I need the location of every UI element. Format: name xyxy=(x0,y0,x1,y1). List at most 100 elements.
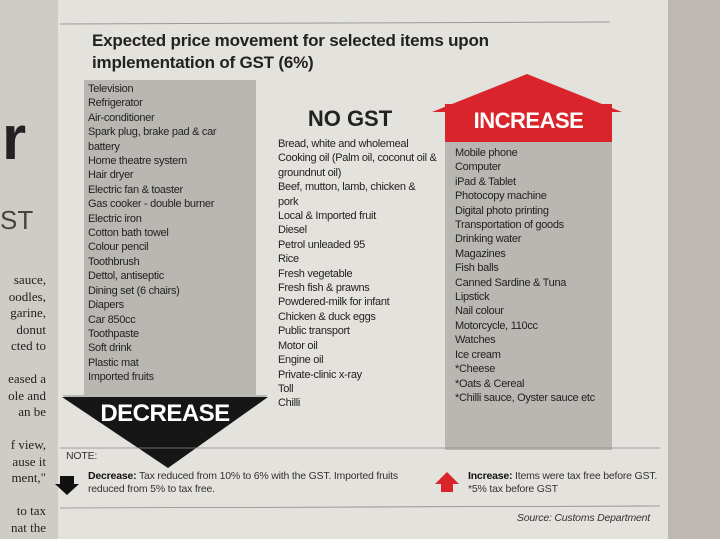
decrease-item: Air-conditioner xyxy=(88,111,155,124)
decrease-item: Colour pencil xyxy=(88,241,149,254)
increase-item: Mobile phone xyxy=(455,147,518,159)
decrease-item: Cotton bath towel xyxy=(88,227,169,240)
no-gst-item: Fresh fish & prawns xyxy=(278,282,370,295)
decrease-item: Hair dryer xyxy=(88,169,134,182)
decrease-column xyxy=(62,80,268,468)
article-line: oodles, xyxy=(8,288,46,304)
no-gst-item: Cooking oil (Palm oil, coconut oil & gro… xyxy=(278,152,437,179)
no-gst-item: Fresh vegetable xyxy=(278,267,353,280)
decrease-item: Dettol, antiseptic xyxy=(88,270,164,283)
article-line: to tax xyxy=(16,503,46,518)
decrease-item: Electric iron xyxy=(88,212,142,225)
adjacent-headline: r xyxy=(2,104,27,173)
decrease-item: Plastic mat xyxy=(88,356,139,369)
increase-icon xyxy=(435,472,459,492)
decrease-item: Imported fruits xyxy=(88,371,154,384)
increase-item: *Chilli sauce, Oyster sauce etc xyxy=(455,391,595,404)
no-gst-item: Motor oil xyxy=(278,339,318,352)
no-gst-item: Private-clinic x-ray xyxy=(278,368,362,381)
decrease-item: Dining set (6 chairs) xyxy=(88,284,180,297)
increase-item: *Oats & Cereal xyxy=(455,377,525,390)
increase-header xyxy=(445,104,612,142)
decrease-item: Spark plug, brake pad & car battery xyxy=(88,126,217,153)
article-line: ment," xyxy=(11,470,46,485)
article-line: ause it xyxy=(12,453,46,469)
no-gst-item: Bread, white and wholemeal xyxy=(278,138,409,150)
increase-item: Watches xyxy=(455,334,496,347)
increase-note-text: Items were tax free before GST. *5% tax … xyxy=(468,470,658,495)
bottom-rule xyxy=(59,505,661,509)
no-gst-item: Beef, mutton, lamb, chicken & pork xyxy=(278,181,416,208)
increase-label: INCREASE xyxy=(473,108,584,133)
decrease-arrow xyxy=(62,397,268,468)
decrease-note-title: Decrease: xyxy=(88,470,137,482)
increase-column xyxy=(445,142,612,450)
increase-item: Lipstick xyxy=(455,291,490,304)
decrease-list: Television Refrigerator Air-conditioner Spa… xyxy=(88,82,248,385)
decrease-label: DECREASE xyxy=(100,400,230,427)
increase-item: Drinking water xyxy=(455,233,522,246)
no-gst-item: Engine oil xyxy=(278,354,324,367)
decrease-item: Car 850cc xyxy=(88,313,136,326)
no-gst-item: Public transport xyxy=(278,325,350,338)
decrease-item: Home theatre system xyxy=(88,155,187,168)
increase-item: Nail colour xyxy=(455,305,504,318)
increase-item: Magazines xyxy=(455,247,506,260)
increase-item: *Cheese xyxy=(455,363,496,376)
no-gst-item: Chilli xyxy=(278,397,301,410)
decrease-item: Diapers xyxy=(88,299,124,312)
article-line: garine, xyxy=(10,305,46,320)
article-line xyxy=(2,355,46,372)
article-line: ole and xyxy=(8,387,46,403)
increase-item: Canned Sardine & Tuna xyxy=(455,276,567,289)
source: Source: Customs Department xyxy=(516,512,650,524)
increase-item: Photocopy machine xyxy=(455,190,547,203)
decrease-note-text: Tax reduced from 10% to 6% with the GST.… xyxy=(88,470,398,495)
no-gst-item: Petrol unleaded 95 xyxy=(278,238,365,251)
decrease-item: Toothbrush xyxy=(88,255,140,268)
increase-item: iPad & Tablet xyxy=(455,175,516,188)
article-line: cted to xyxy=(10,338,46,353)
no-gst-item: Powdered-milk for infant xyxy=(278,296,390,309)
increase-list: Mobile phone Computer iPad & Tablet Photoco… xyxy=(455,146,615,405)
decrease-item: Gas cooker - double burner xyxy=(88,198,215,211)
no-gst-item: Diesel xyxy=(278,224,307,237)
increase-item: Ice cream xyxy=(455,348,501,361)
article-line: f view, xyxy=(10,437,46,452)
decrease-icon xyxy=(55,476,79,495)
increase-item: Computer xyxy=(455,161,501,174)
increase-item: Fish balls xyxy=(455,262,499,275)
article-line xyxy=(2,421,46,438)
decrease-item: Toothpaste xyxy=(88,327,139,340)
decrease-item: Electric fan & toaster xyxy=(88,183,183,196)
decrease-item: Television xyxy=(88,83,134,95)
title: Expected price movement for selected ite… xyxy=(92,31,489,72)
increase-item: Motorcycle, 110cc xyxy=(455,319,538,332)
decrease-note: Decrease: Tax reduced from 10% to 6% wit… xyxy=(88,470,423,496)
article-line: eased a xyxy=(8,371,46,386)
no-gst-item: Toll xyxy=(278,382,294,395)
article-line: nat the xyxy=(10,519,46,535)
increase-arrow xyxy=(432,74,622,112)
top-rule xyxy=(59,21,611,25)
adjacent-subhead: ST xyxy=(0,205,34,235)
note-label: NOTE: xyxy=(66,450,98,462)
decrease-item: Refrigerator xyxy=(88,97,143,110)
increase-item: Digital photo printing xyxy=(455,204,549,217)
article-line: donut xyxy=(16,321,46,337)
no-gst-item: Rice xyxy=(278,253,299,266)
article-line: an be xyxy=(18,404,46,419)
increase-item: Transportation of goods xyxy=(455,219,564,232)
next-page xyxy=(668,0,720,539)
no-gst-item: Local & Imported fruit xyxy=(278,210,376,223)
no-gst-item: Chicken & duck eggs xyxy=(278,310,376,323)
increase-note-title: Increase: xyxy=(468,470,513,482)
no-gst-label: NO GST xyxy=(307,106,393,131)
article-line xyxy=(2,487,46,504)
increase-note: Increase: Items were tax free before GST… xyxy=(468,470,658,496)
no-gst-list: Bread, white and wholemeal Cooking oil (P… xyxy=(278,137,438,411)
decrease-item: Soft drink xyxy=(88,342,132,355)
